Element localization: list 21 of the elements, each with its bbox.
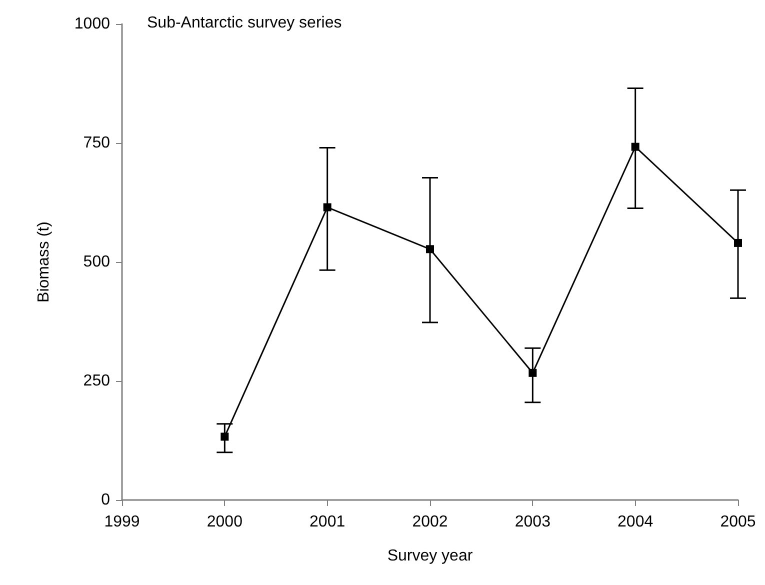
- point: [323, 203, 332, 212]
- x-tick-label: 2005: [720, 514, 756, 530]
- point: [528, 368, 537, 377]
- y-tick-label: 1000: [74, 16, 110, 32]
- x-tick-label: 1999: [104, 514, 140, 530]
- x-tick-label: 2002: [412, 514, 448, 530]
- point: [734, 238, 742, 247]
- x-tick-label: 2000: [206, 514, 243, 530]
- x-axis-title: Survey year: [387, 548, 474, 564]
- y-tick-label: 250: [83, 372, 110, 390]
- x-tick-label: 2004: [618, 514, 654, 530]
- y-tick-label: 750: [83, 134, 110, 152]
- point: [426, 245, 434, 254]
- point: [631, 142, 640, 151]
- point: [220, 432, 229, 441]
- y-axis-title: Biomass (t): [36, 222, 52, 302]
- chart-title: Sub-Antarctic survey series: [147, 14, 342, 32]
- y-tick-label: 0: [101, 492, 110, 508]
- y-tick-label: 500: [83, 254, 110, 270]
- x-tick-label: 2001: [310, 514, 346, 530]
- x-tick-label: 2003: [514, 514, 551, 530]
